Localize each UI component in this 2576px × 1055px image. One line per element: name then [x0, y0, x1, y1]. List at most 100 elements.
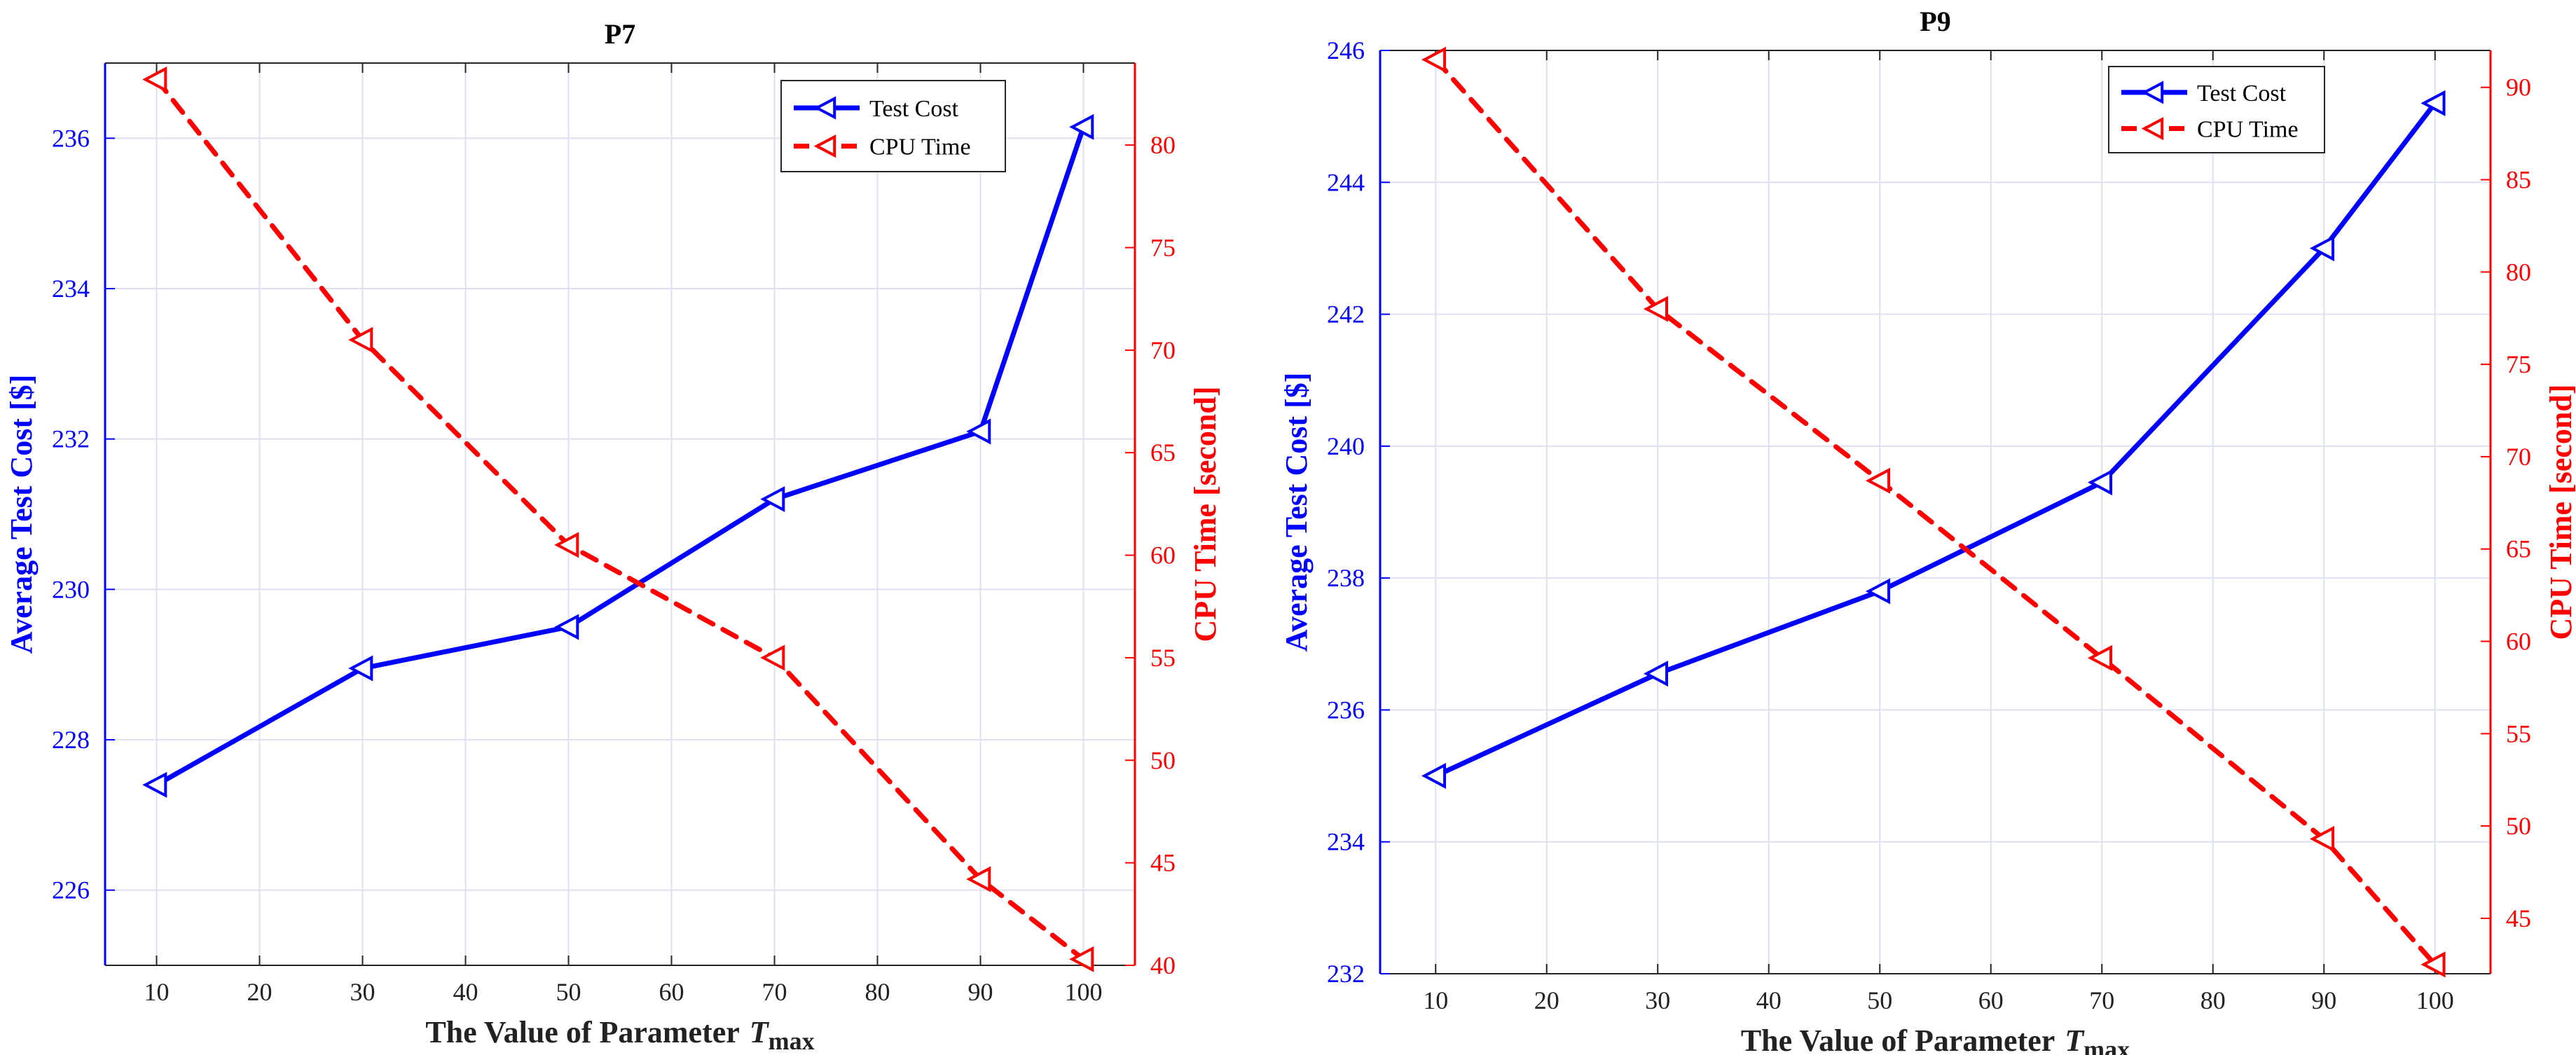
x-tick-label: 40	[1756, 986, 1782, 1014]
x-axis-label: The Value of Parameter Tmax	[425, 1015, 814, 1055]
y-left-tick-label: 226	[52, 876, 90, 904]
data-point	[2087, 469, 2113, 496]
x-axis-label-text: The Value of Parameter	[1741, 1023, 2055, 1055]
x-tick-label: 20	[247, 978, 273, 1006]
series-line-test-cost	[1433, 100, 2438, 779]
y-left-tick-label: 228	[52, 726, 90, 754]
data-point	[142, 771, 167, 798]
data-point	[1421, 46, 1447, 73]
x-tick-label: 20	[1534, 986, 1559, 1014]
y-right-tick-label: 90	[2506, 74, 2531, 102]
y-right-tick-label: 75	[1150, 233, 1176, 261]
legend-marker-2	[813, 134, 836, 158]
data-point	[1643, 296, 1669, 322]
legend-box	[780, 80, 1006, 172]
data-point	[2309, 826, 2335, 853]
legend-label-2: CPU Time	[869, 135, 971, 160]
data-point	[1069, 113, 1094, 140]
y-right-tick-label: 70	[1150, 336, 1176, 364]
data-point	[348, 326, 373, 353]
y-right-tick-label: 50	[2506, 812, 2531, 840]
y-right-tick-label: 55	[1150, 644, 1176, 672]
x-tick-label: 60	[1978, 986, 2004, 1014]
y-right-tick-label: 50	[1150, 746, 1176, 774]
y-right-tick-label: 75	[2506, 350, 2531, 378]
x-tick-label: 80	[865, 978, 890, 1006]
y-right-axis-label: CPU Time [second]	[2544, 384, 2576, 640]
x-tick-label: 100	[1065, 978, 1103, 1006]
x-axis-label-symbol: T	[750, 1015, 770, 1049]
data-point	[554, 614, 579, 640]
data-point	[142, 66, 167, 92]
x-tick-label: 60	[659, 978, 684, 1006]
x-axis-label-symbol: T	[2065, 1023, 2085, 1055]
y-left-axis-label: Average Test Cost [$]	[1279, 373, 1314, 652]
legend-label-1: Test Cost	[869, 96, 959, 122]
data-point	[2087, 644, 2113, 671]
x-tick-label: 10	[144, 978, 170, 1006]
y-left-tick-label: 230	[52, 575, 90, 603]
data-point	[760, 644, 785, 671]
y-right-tick-label: 60	[1150, 542, 1176, 570]
y-left-tick-label: 236	[52, 124, 90, 152]
legend-marker-2	[2141, 116, 2164, 141]
x-tick-label: 30	[1645, 986, 1670, 1014]
data-point	[1865, 578, 1891, 605]
data-point	[1865, 467, 1891, 494]
data-point	[348, 655, 373, 682]
x-tick-label: 10	[1423, 986, 1448, 1014]
legend: Test Cost CPU Time	[780, 80, 1006, 172]
y-left-tick-label: 232	[1327, 960, 1365, 988]
data-point	[2309, 235, 2335, 261]
x-tick-label: 100	[2416, 986, 2454, 1014]
data-point	[966, 866, 991, 892]
y-left-tick-label: 244	[1327, 168, 1365, 196]
data-point	[1069, 946, 1094, 972]
data-point	[2420, 90, 2446, 116]
legend-marker-1	[813, 96, 836, 120]
data-point	[1421, 763, 1447, 789]
data-point	[554, 532, 579, 558]
x-tick-label: 80	[2200, 986, 2226, 1014]
chart-title: P7	[605, 18, 635, 50]
data-point	[966, 418, 991, 445]
x-axis-label-subscript: max	[769, 1027, 815, 1055]
y-left-tick-label: 234	[52, 275, 90, 303]
chart-panel-p7: 10 20 30 40 50 60 70 80 90 100 226 228 230 232 234 236 4…	[4, 18, 1222, 1055]
legend-box	[2108, 66, 2325, 153]
x-tick-label: 30	[350, 978, 376, 1006]
y-left-tick-label: 242	[1327, 301, 1365, 329]
legend: Test Cost CPU Time	[2108, 66, 2325, 153]
y-left-tick-label: 238	[1327, 564, 1365, 592]
data-point	[2420, 951, 2446, 978]
x-tick-label: 40	[453, 978, 478, 1006]
y-left-tick-label: 236	[1327, 696, 1365, 724]
y-right-tick-label: 80	[2506, 258, 2531, 286]
legend-label-1: Test Cost	[2197, 81, 2287, 106]
y-left-tick-label: 234	[1327, 828, 1365, 856]
series-line-cpu-time	[154, 76, 1086, 962]
legend-label-2: CPU Time	[2197, 117, 2299, 143]
y-left-tick-label: 246	[1327, 36, 1365, 64]
x-tick-label: 50	[1867, 986, 1892, 1014]
y-right-tick-label: 55	[2506, 719, 2531, 747]
y-right-tick-label: 60	[2506, 628, 2531, 656]
legend-marker-1	[2141, 81, 2164, 104]
y-right-tick-label: 70	[2506, 443, 2531, 471]
chart-panel-p9: 10 20 30 40 50 60 70 80 90 100 232 234 236 238 240 242 2…	[1279, 6, 2576, 1055]
y-right-tick-label: 40	[1150, 951, 1176, 979]
x-tick-label: 70	[2089, 986, 2114, 1014]
y-right-tick-label: 45	[2506, 904, 2531, 932]
y-right-tick-label: 65	[2506, 535, 2531, 563]
x-tick-label: 90	[2311, 986, 2336, 1014]
chart-title: P9	[1920, 6, 1950, 37]
x-axis-label: The Value of Parameter Tmax	[1741, 1023, 2130, 1055]
x-tick-label: 90	[968, 978, 993, 1006]
y-right-axis-label: CPU Time [second]	[1188, 386, 1222, 642]
data-point	[1643, 661, 1669, 687]
data-point	[760, 486, 785, 513]
series-line-cpu-time	[1433, 57, 2438, 967]
x-axis-label-subscript: max	[2083, 1035, 2130, 1055]
y-left-tick-label: 232	[52, 425, 90, 453]
